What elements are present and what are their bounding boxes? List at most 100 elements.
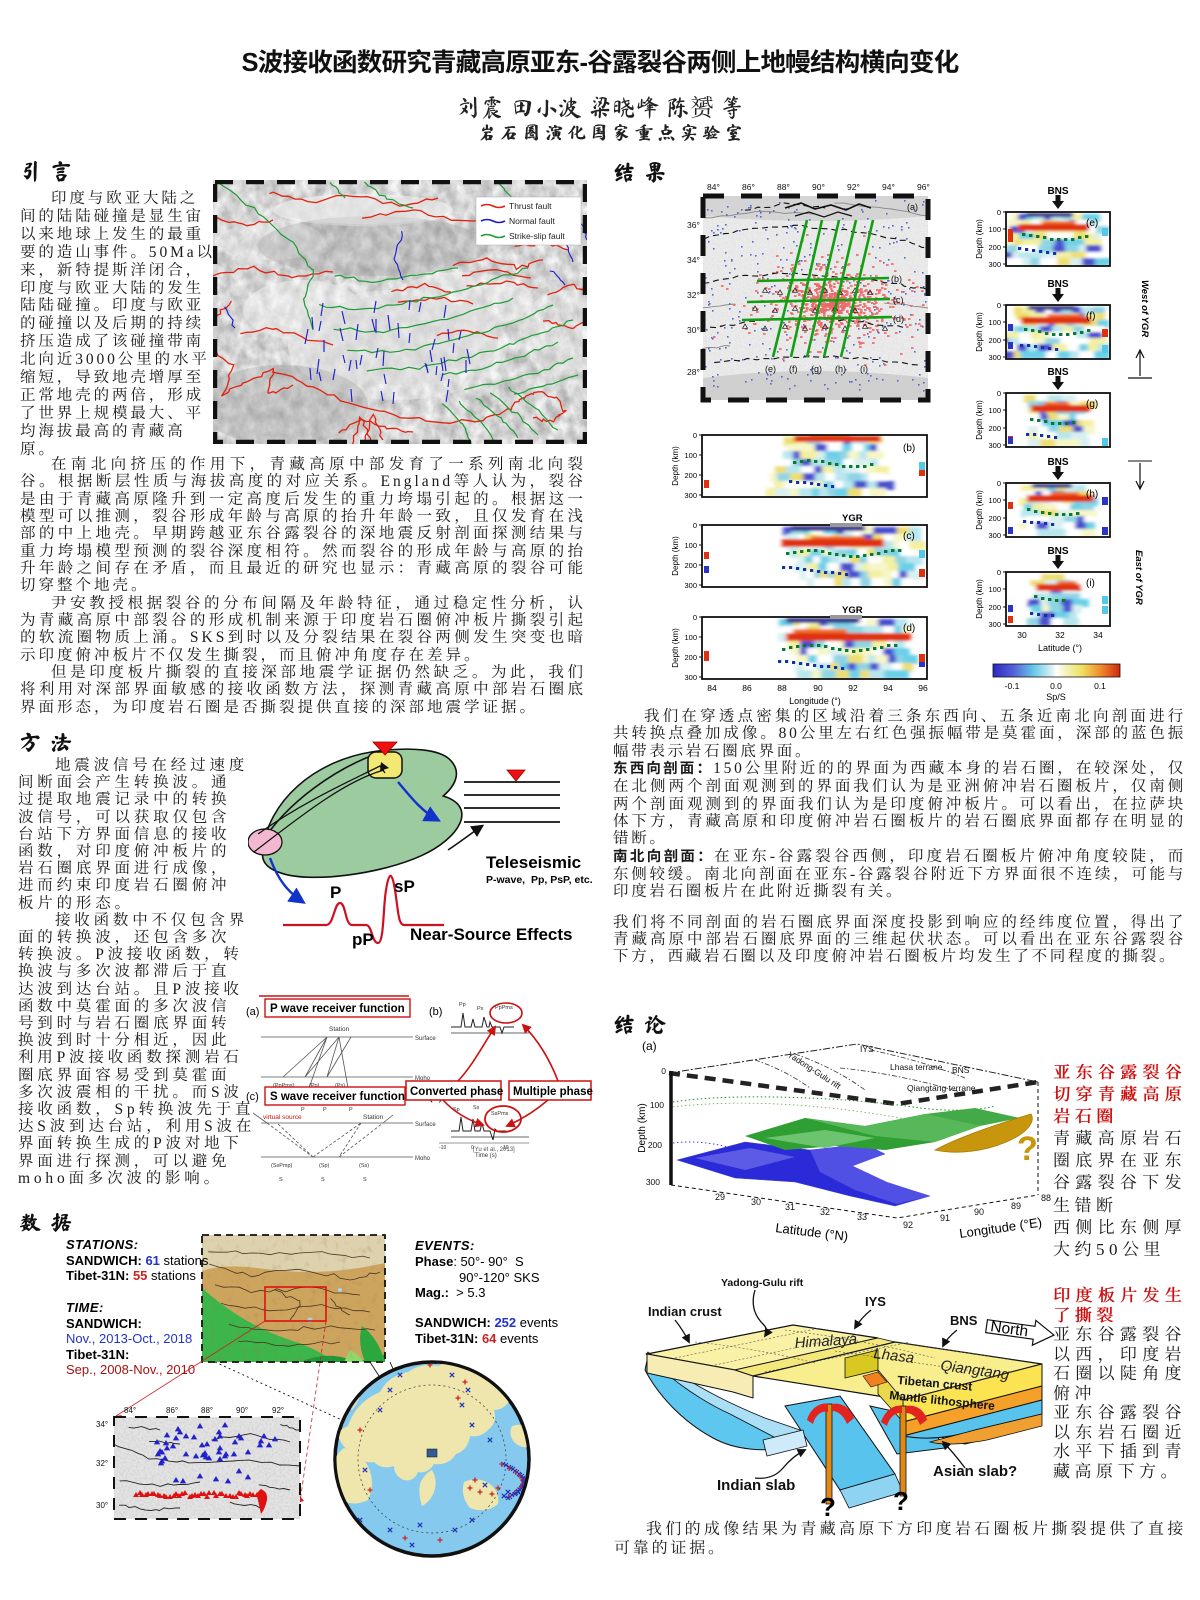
svg-text:200: 200 (988, 424, 1001, 433)
svg-text:Time (s): Time (s) (475, 1153, 497, 1159)
svg-text:0: 0 (693, 521, 697, 530)
svg-text:100: 100 (684, 633, 697, 642)
svg-text:86: 86 (742, 683, 752, 693)
svg-text:[Yu et al., 2013]: [Yu et al., 2013] (473, 1147, 515, 1153)
svg-text:90: 90 (813, 683, 823, 693)
svg-text:(Ps): (Ps) (335, 1083, 345, 1089)
svg-text:0: 0 (997, 568, 1001, 577)
svg-text:(f): (f) (789, 364, 798, 374)
svg-text:?: ? (1017, 1130, 1038, 1168)
svg-text:East of YGR: East of YGR (1133, 550, 1144, 605)
svg-text:(Sp): (Sp) (319, 1163, 330, 1169)
svg-text:Sp: Sp (453, 1107, 460, 1113)
svg-text:Lhasa: Lhasa (873, 1345, 916, 1367)
svg-text:(d): (d) (903, 623, 915, 634)
svg-text:31: 31 (785, 1202, 795, 1212)
svg-text:84: 84 (707, 683, 717, 693)
svg-text:91: 91 (940, 1213, 950, 1223)
svg-text:Depth (km): Depth (km) (975, 219, 984, 259)
svg-text:200: 200 (988, 336, 1001, 345)
svg-text:100: 100 (988, 496, 1001, 505)
svg-text:94°: 94° (882, 182, 895, 192)
svg-text:(a): (a) (246, 1006, 259, 1018)
svg-text:(b): (b) (903, 443, 915, 454)
svg-text:?: ? (820, 1492, 836, 1522)
svg-text:10: 10 (503, 1145, 509, 1151)
svg-text:(c): (c) (893, 295, 904, 305)
svg-text:33: 33 (857, 1212, 867, 1222)
svg-text:S: S (363, 1177, 367, 1183)
svg-text:84°: 84° (124, 1406, 136, 1415)
svg-text:28°: 28° (687, 367, 700, 377)
svg-text:300: 300 (988, 260, 1001, 269)
svg-text:Indian crust: Indian crust (648, 1304, 722, 1319)
svg-text:(Ss): (Ss) (359, 1163, 369, 1169)
svg-text:(e): (e) (765, 364, 776, 374)
svg-text:32°: 32° (687, 290, 700, 300)
svg-text:BNS: BNS (952, 1065, 970, 1075)
svg-text:(f): (f) (1086, 311, 1095, 322)
svg-text:Station: Station (363, 1114, 384, 1121)
svg-text:Latitude (°): Latitude (°) (1038, 643, 1082, 653)
svg-text:34°: 34° (687, 255, 700, 265)
svg-text:300: 300 (988, 441, 1001, 450)
svg-text:30°: 30° (96, 1501, 108, 1510)
svg-text:300: 300 (684, 491, 697, 500)
svg-text:88°: 88° (201, 1406, 213, 1415)
svg-text:0.0: 0.0 (1050, 681, 1062, 691)
svg-text:Thrust fault: Thrust fault (509, 201, 552, 211)
svg-text:100: 100 (988, 585, 1001, 594)
svg-text:P: P (323, 1107, 327, 1113)
svg-text:pP: pP (352, 930, 374, 949)
svg-text:32°: 32° (96, 1459, 108, 1468)
svg-text:BNS: BNS (1047, 546, 1068, 557)
svg-text:300: 300 (988, 620, 1001, 629)
svg-text:(PpPms): (PpPms) (273, 1083, 295, 1089)
svg-text:200: 200 (684, 471, 697, 480)
svg-text:(c): (c) (246, 1091, 259, 1103)
svg-text:North: North (989, 1318, 1029, 1340)
svg-text:Longitude (°E): Longitude (°E) (958, 1215, 1043, 1241)
svg-text:-10: -10 (439, 1145, 446, 1151)
svg-text:Depth (km): Depth (km) (975, 490, 984, 530)
svg-text:30: 30 (751, 1197, 761, 1207)
svg-text:92: 92 (848, 683, 858, 693)
svg-text:BNS: BNS (1047, 457, 1068, 468)
svg-text:Indian slab: Indian slab (717, 1477, 795, 1494)
svg-text:92°: 92° (847, 182, 860, 192)
svg-text:200: 200 (648, 1140, 662, 1150)
svg-text:virtual source: virtual source (263, 1114, 302, 1121)
svg-text:0: 0 (997, 479, 1001, 488)
svg-text:Depth (km): Depth (km) (637, 1103, 648, 1152)
svg-text:P-wave, Pp, PsP, etc.: P-wave, Pp, PsP, etc. (486, 874, 593, 886)
svg-text:Pp: Pp (459, 1002, 466, 1008)
svg-text:Strike-slip fault: Strike-slip fault (509, 231, 565, 241)
svg-text:Lhasa terrane: Lhasa terrane (890, 1062, 943, 1072)
svg-text:-0.1: -0.1 (1005, 681, 1020, 691)
svg-text:34°: 34° (96, 1420, 108, 1429)
svg-text:Station: Station (329, 1026, 350, 1033)
svg-text:BNS: BNS (1047, 186, 1068, 197)
svg-text:90: 90 (974, 1207, 984, 1217)
svg-text:88: 88 (777, 683, 787, 693)
svg-text:West of YGR: West of YGR (1139, 280, 1150, 337)
svg-text:Near-Source Effects: Near-Source Effects (410, 925, 573, 944)
svg-text:(b): (b) (891, 274, 902, 284)
svg-text:200: 200 (988, 243, 1001, 252)
svg-text:100: 100 (684, 451, 697, 460)
svg-text:92°: 92° (272, 1406, 284, 1415)
svg-text:PpPms: PpPms (495, 1005, 513, 1011)
svg-text:94: 94 (883, 683, 893, 693)
svg-text:89: 89 (1011, 1201, 1021, 1211)
svg-text:Asian slab?: Asian slab? (933, 1463, 1017, 1480)
svg-text:P: P (349, 1107, 353, 1113)
svg-text:Sp/S: Sp/S (1046, 692, 1066, 702)
svg-text:0: 0 (997, 208, 1001, 217)
svg-text:100: 100 (684, 541, 697, 550)
svg-text:86°: 86° (742, 182, 755, 192)
svg-text:Yadong-Gulu rift: Yadong-Gulu rift (721, 1278, 804, 1289)
svg-text:Depth (km): Depth (km) (671, 628, 680, 668)
svg-text:SsPms: SsPms (491, 1111, 509, 1117)
svg-text:100: 100 (650, 1100, 664, 1110)
svg-text:100: 100 (988, 225, 1001, 234)
